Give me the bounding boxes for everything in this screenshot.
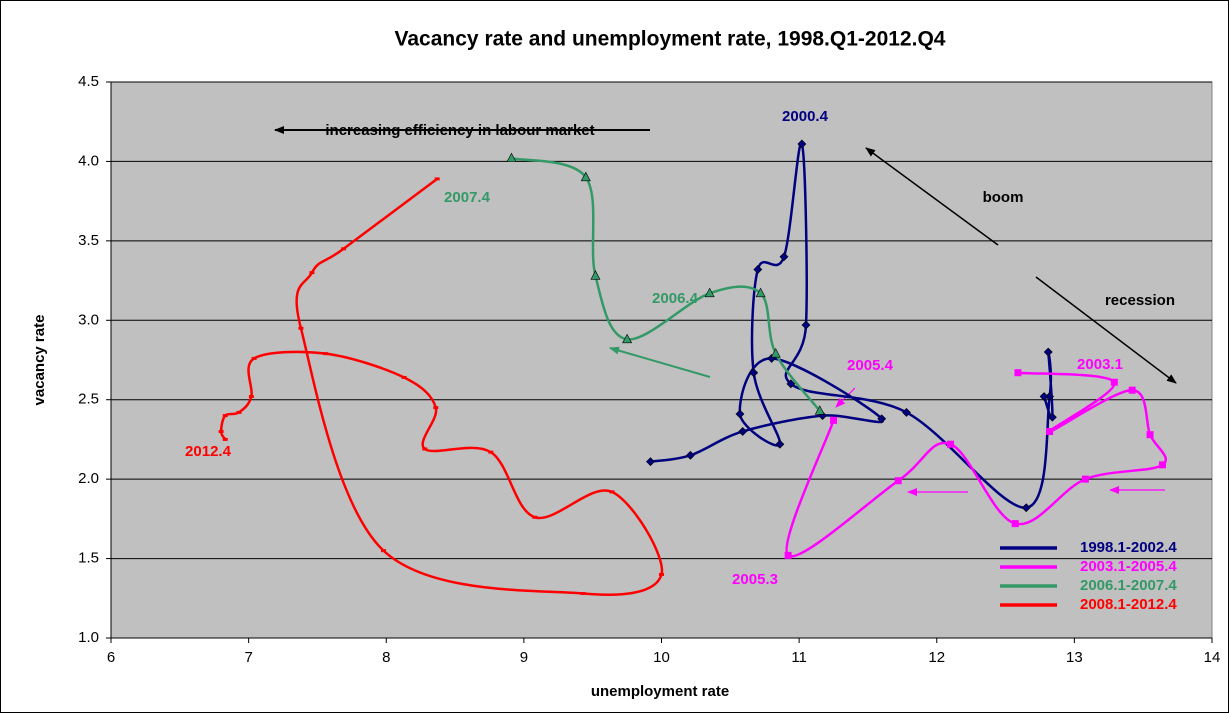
x-tick-label: 7 (244, 649, 252, 666)
annotation: 2012.4 (185, 443, 232, 460)
annotation: 2005.4 (847, 357, 894, 374)
point (775, 439, 785, 449)
plot-area (110, 81, 1213, 639)
point (947, 440, 955, 448)
legend-label: 2008.1-2012.4 (1080, 596, 1177, 613)
point (422, 447, 428, 451)
point (1146, 431, 1154, 439)
point (659, 572, 664, 576)
point (779, 252, 789, 262)
y-tick-label: 1.0 (78, 629, 99, 646)
point (1047, 412, 1057, 422)
legend-label: 2006.1-2007.4 (1080, 577, 1177, 594)
point (902, 407, 911, 417)
point (1039, 392, 1049, 401)
x-tick-label: 11 (791, 649, 807, 666)
y-tick-label: 1.5 (78, 550, 99, 567)
point (622, 333, 633, 344)
point (580, 592, 586, 596)
x-tick-label: 6 (107, 649, 115, 666)
point (704, 287, 715, 298)
annotation: 2003.1 (1077, 356, 1123, 373)
point (401, 375, 407, 379)
point (1110, 378, 1118, 386)
chart-title: Vacancy rate and unemployment rate, 1998… (395, 28, 946, 51)
point (735, 409, 745, 419)
annotation: recession (1105, 292, 1175, 309)
point (801, 320, 811, 330)
point (1081, 475, 1089, 483)
point (218, 429, 224, 433)
point (251, 356, 257, 360)
y-tick-label: 2.5 (78, 391, 99, 408)
point (532, 515, 538, 519)
y-tick-label: 3.5 (78, 232, 99, 249)
point (646, 457, 655, 467)
point (298, 326, 304, 330)
point (797, 139, 807, 149)
point (590, 270, 601, 280)
point (1046, 427, 1054, 435)
point (830, 416, 838, 424)
annotation-arrow (1035, 276, 1177, 384)
annotation-arrow (865, 147, 999, 246)
point (488, 450, 494, 454)
point (1011, 520, 1019, 528)
series-line (219, 177, 664, 596)
legend-label: 1998.1-2002.4 (1080, 539, 1177, 556)
point (877, 414, 887, 424)
point (222, 414, 228, 418)
x-tick-label: 10 (653, 649, 670, 666)
point (309, 271, 315, 275)
point (814, 405, 825, 415)
point (738, 427, 748, 436)
point (506, 152, 517, 163)
point (753, 265, 763, 274)
x-tick-label: 14 (1204, 649, 1221, 666)
annotation: boom (983, 189, 1024, 206)
annotation: 2000.4 (782, 108, 829, 125)
point (786, 379, 796, 389)
annotation: 2006.4 (652, 290, 699, 307)
point (222, 437, 228, 441)
point (380, 549, 386, 553)
y-tick-label: 4.5 (78, 73, 99, 90)
point (248, 395, 254, 399)
y-tick-label: 2.0 (78, 470, 99, 487)
point (580, 171, 591, 182)
point (749, 368, 759, 378)
y-tick-label: 3.0 (78, 311, 99, 328)
point (784, 551, 792, 559)
series-line (511, 157, 821, 412)
legend-label: 2003.1-2005.4 (1080, 558, 1177, 575)
annotation: 2005.3 (732, 571, 778, 588)
point (770, 348, 781, 358)
annotation-arrow (609, 346, 711, 378)
point (433, 406, 439, 410)
x-tick-label: 8 (382, 649, 390, 666)
x-tick-label: 12 (928, 649, 945, 666)
point (236, 410, 242, 414)
point (1014, 369, 1022, 377)
point (685, 450, 695, 460)
x-tick-label: 9 (520, 649, 528, 666)
annotation: 2007.4 (444, 189, 491, 206)
series-line (785, 371, 1168, 558)
point (1158, 461, 1166, 469)
x-tick-label: 13 (1066, 649, 1083, 666)
point (1021, 503, 1031, 513)
annotation: increasing efficiency in labour market (325, 122, 594, 139)
point (609, 490, 615, 494)
point (341, 247, 347, 251)
point (894, 477, 902, 485)
y-axis-label: vacancy rate (31, 315, 48, 406)
point (1128, 386, 1136, 394)
point (434, 177, 440, 181)
y-tick-label: 4.0 (78, 152, 99, 169)
point (323, 352, 329, 356)
x-axis-label: unemployment rate (591, 683, 729, 700)
point (1043, 347, 1053, 357)
point (755, 287, 766, 298)
